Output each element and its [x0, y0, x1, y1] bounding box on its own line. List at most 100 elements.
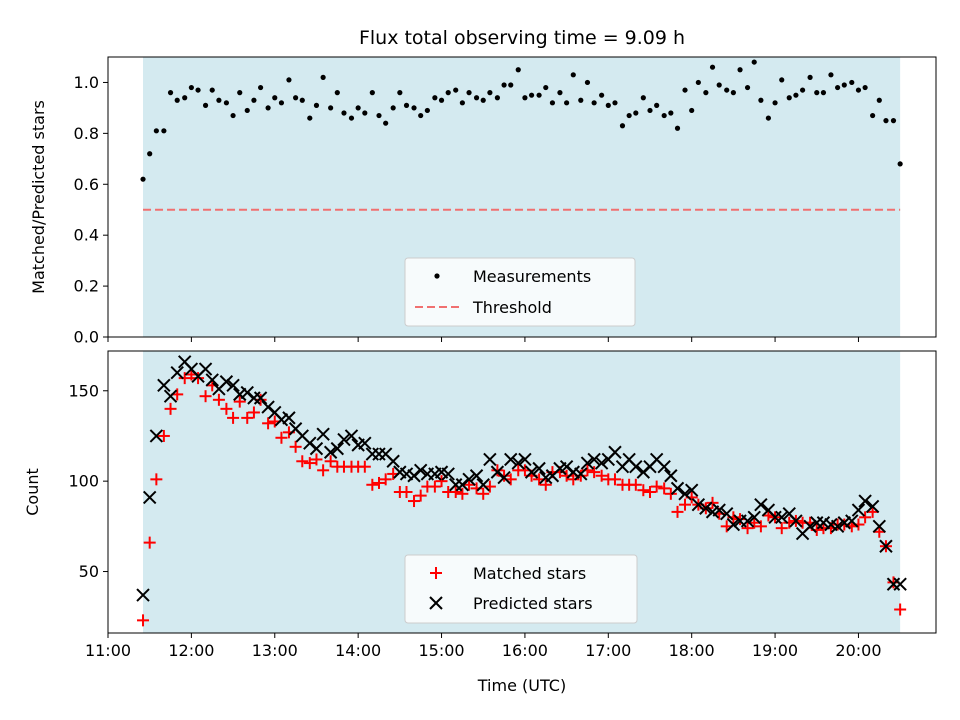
predicted-star-point	[219, 375, 234, 389]
measurement-point	[466, 90, 472, 96]
measurement-point	[195, 87, 201, 93]
predicted-star-point	[608, 445, 622, 459]
x-tick-label: 15:00	[418, 641, 464, 660]
measurement-point	[432, 95, 438, 101]
matched-star-point	[289, 440, 302, 453]
predicted-star-point	[524, 465, 539, 479]
top-panel: 0.0 0.2 0.4 0.6 0.8 1.0 Matched/Predicted sta…	[29, 56, 937, 347]
x-axis-label: Time (UTC)	[477, 676, 566, 695]
predicted-star-point	[691, 497, 706, 512]
x-marker-b	[858, 494, 872, 508]
x-marker-b	[574, 467, 588, 481]
measurement-point	[661, 112, 667, 119]
x-marker-b	[580, 456, 595, 470]
predicted-star-point	[726, 517, 741, 532]
matched-star-point	[372, 476, 385, 489]
predicted-star-point	[323, 445, 338, 459]
matched-star-point	[671, 505, 684, 518]
measurement-point	[584, 79, 591, 86]
measurement-point	[716, 82, 722, 88]
matched-star-point	[379, 473, 392, 486]
predicted-star-point	[893, 577, 907, 591]
measurement-point	[765, 115, 771, 121]
x-marker-b	[824, 517, 838, 532]
predicted-star-point	[344, 429, 359, 443]
predicted-star-point	[170, 365, 184, 380]
predicted-star-point	[386, 454, 400, 468]
x-marker-b	[524, 465, 539, 479]
measurement-point	[828, 72, 834, 78]
x-marker-b	[566, 465, 580, 479]
measurement-point	[299, 97, 305, 103]
bottom-legend: Matched stars Predicted stars	[404, 554, 638, 624]
y-tick-label: 50	[79, 562, 99, 581]
x-marker-b	[726, 517, 741, 532]
legend-matched-marker	[430, 567, 442, 579]
x-marker-b	[219, 375, 234, 389]
matched-star-point	[449, 486, 462, 498]
matched-star-point	[859, 511, 872, 524]
predicted-star-point	[330, 441, 345, 456]
matched-star-point	[192, 372, 205, 385]
x-tick-label: 13:00	[252, 641, 298, 660]
legend-predicted-label: Predicted stars	[473, 594, 593, 613]
measurement-point	[362, 110, 368, 116]
x-tick-label: 20:00	[835, 641, 881, 660]
measurement-point	[730, 90, 736, 96]
y-tick-label: 100	[68, 472, 99, 491]
matched-stars-points	[137, 368, 907, 627]
matched-star-point	[317, 464, 330, 477]
x-marker-b	[282, 411, 296, 425]
x-marker-b	[789, 514, 803, 528]
measurement-point	[599, 92, 605, 98]
measurement-point	[403, 102, 410, 108]
matched-star-point	[706, 496, 719, 509]
measurement-point	[557, 90, 563, 96]
matched-star-point	[588, 466, 601, 479]
measurement-point	[278, 100, 285, 106]
measurement-point	[855, 87, 862, 93]
x-marker-b	[157, 378, 171, 393]
measurement-point	[654, 102, 660, 108]
matched-star-point	[358, 460, 371, 473]
matched-star-point	[629, 478, 642, 491]
x-marker-b	[163, 389, 178, 403]
measurement-point	[334, 90, 340, 96]
measurement-point	[543, 84, 549, 91]
predicted-star-point	[580, 456, 595, 470]
x-marker-b	[198, 362, 213, 376]
predicted-star-point	[574, 467, 588, 481]
measurement-point	[779, 77, 785, 83]
x-marker-b	[497, 470, 511, 485]
measurement-point	[501, 82, 507, 88]
measurement-point	[320, 74, 326, 80]
matched-star-point	[873, 525, 886, 538]
measurement-point	[536, 92, 542, 98]
x-marker-b	[664, 469, 678, 483]
bottom-x-ticks: 11:00 12:00 13:00 14:00 15:00 16:00 17:00 18:00…	[85, 633, 882, 660]
x-marker-b	[511, 456, 525, 470]
x-marker-b	[386, 454, 400, 468]
measurement-point	[418, 112, 424, 119]
x-tick-label: 17:00	[585, 641, 631, 660]
measurement-point	[508, 82, 514, 88]
x-marker-b	[178, 355, 192, 369]
measurement-point	[564, 100, 570, 106]
matched-star-point	[658, 482, 671, 495]
predicted-star-point	[504, 452, 518, 467]
measurement-point	[216, 97, 222, 103]
measurement-point	[286, 77, 292, 83]
matched-star-point	[491, 464, 504, 477]
matched-star-point	[241, 411, 254, 424]
y-tick-label: 0.2	[74, 277, 99, 296]
predicted-star-point	[879, 539, 893, 553]
measurement-point	[397, 90, 403, 96]
x-marker-b	[303, 436, 317, 450]
matched-star-point	[247, 406, 260, 419]
measurement-point	[265, 105, 271, 111]
predicted-star-point	[678, 487, 692, 501]
predicted-star-point	[358, 436, 372, 450]
measurement-point	[453, 87, 459, 93]
predicted-star-point	[747, 510, 761, 525]
matched-star-point	[595, 469, 608, 482]
